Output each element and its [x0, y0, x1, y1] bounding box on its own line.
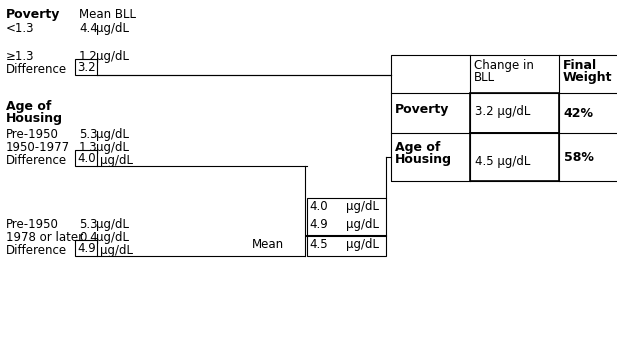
Text: μg/dL: μg/dL — [346, 238, 379, 251]
Text: Age of: Age of — [394, 141, 440, 154]
Text: Poverty: Poverty — [394, 103, 449, 116]
Text: Mean: Mean — [252, 238, 285, 251]
Text: Difference: Difference — [6, 63, 67, 76]
Text: 4.0: 4.0 — [310, 200, 328, 213]
Text: Difference: Difference — [6, 154, 67, 167]
Text: μg/dL: μg/dL — [96, 22, 129, 35]
Bar — [75, 59, 97, 75]
Text: 5.3: 5.3 — [79, 218, 97, 231]
Text: Mean BLL: Mean BLL — [79, 8, 136, 21]
Bar — [470, 93, 558, 133]
Text: BLL: BLL — [474, 71, 495, 84]
Bar — [75, 240, 97, 256]
Text: 1978 or later: 1978 or later — [6, 231, 83, 244]
Bar — [75, 150, 97, 166]
Text: μg/dL: μg/dL — [96, 141, 129, 154]
Text: Final: Final — [563, 59, 597, 72]
Text: Change in: Change in — [474, 59, 534, 72]
Text: Age of: Age of — [6, 100, 51, 113]
Text: 0.4: 0.4 — [79, 231, 98, 244]
Text: μg/dL: μg/dL — [96, 218, 129, 231]
Text: 4.5 μg/dL: 4.5 μg/dL — [475, 155, 530, 168]
Text: 5.3: 5.3 — [79, 128, 97, 141]
Text: 4.5: 4.5 — [310, 238, 328, 251]
Text: 4.0: 4.0 — [77, 152, 95, 165]
Text: μg/dL: μg/dL — [346, 218, 379, 231]
Text: 58%: 58% — [563, 151, 593, 164]
Bar — [306, 198, 386, 256]
Text: μg/dL: μg/dL — [96, 50, 129, 63]
Text: Weight: Weight — [563, 71, 612, 84]
Text: Pre-1950: Pre-1950 — [6, 218, 59, 231]
Text: 4.9: 4.9 — [77, 242, 96, 255]
Bar — [470, 133, 558, 181]
Text: 4.4: 4.4 — [79, 22, 98, 35]
Text: μg/dL: μg/dL — [100, 154, 133, 167]
Text: 1.3: 1.3 — [79, 141, 98, 154]
Text: Housing: Housing — [6, 112, 63, 125]
Bar — [391, 55, 624, 181]
Text: 4.9: 4.9 — [310, 218, 328, 231]
Text: 1950-1977: 1950-1977 — [6, 141, 70, 154]
Text: Pre-1950: Pre-1950 — [6, 128, 59, 141]
Text: 3.2: 3.2 — [77, 61, 95, 74]
Text: Difference: Difference — [6, 244, 67, 257]
Text: <1.3: <1.3 — [6, 22, 34, 35]
Text: Poverty: Poverty — [6, 8, 61, 21]
Text: ≥1.3: ≥1.3 — [6, 50, 34, 63]
Text: μg/dL: μg/dL — [100, 244, 133, 257]
Text: 1.2: 1.2 — [79, 50, 98, 63]
Text: μg/dL: μg/dL — [96, 231, 129, 244]
Text: μg/dL: μg/dL — [346, 200, 379, 213]
Text: Housing: Housing — [394, 153, 452, 166]
Text: 3.2 μg/dL: 3.2 μg/dL — [475, 105, 530, 118]
Text: 42%: 42% — [563, 107, 593, 120]
Text: μg/dL: μg/dL — [96, 128, 129, 141]
